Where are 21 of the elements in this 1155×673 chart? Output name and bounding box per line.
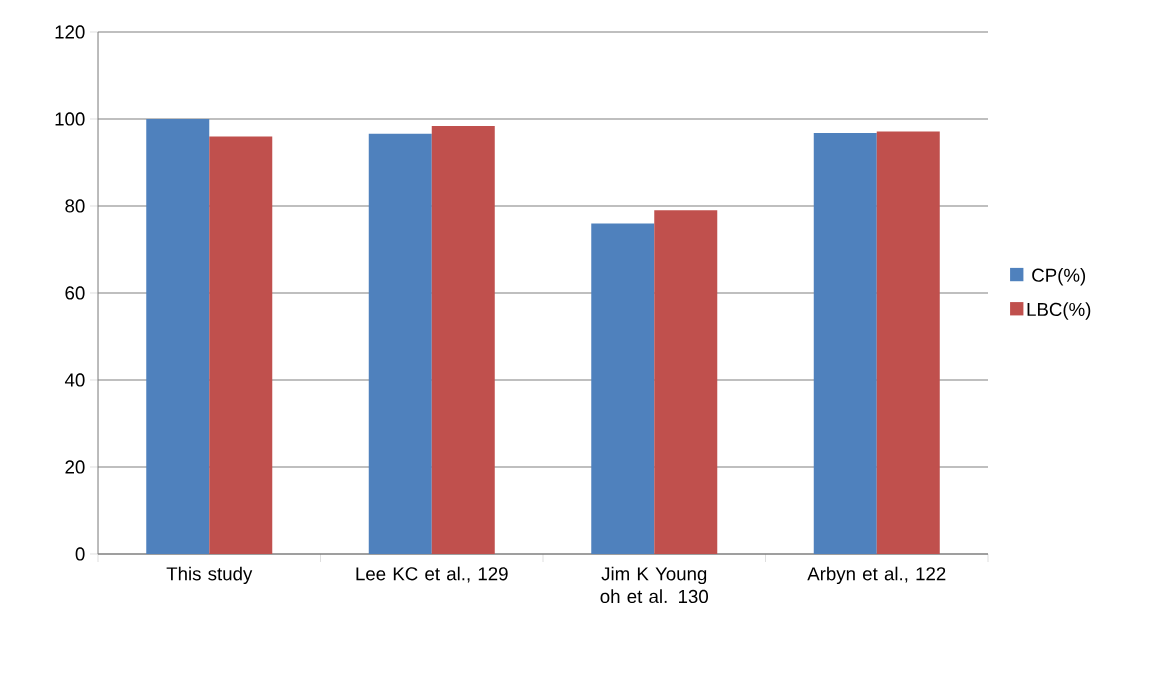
legend-label: CP(%) <box>1032 268 1086 286</box>
x-tick-label: Lee KC et al., 129 <box>356 566 508 583</box>
x-tick-label: Jim K Young oh et al. 130 <box>600 566 708 604</box>
bar <box>431 125 495 554</box>
bar <box>654 210 718 554</box>
legend-label: LBC(%) <box>1027 302 1091 320</box>
bar <box>876 131 940 554</box>
bar <box>209 136 273 554</box>
y-tick-label: 80 <box>65 199 85 213</box>
bar <box>591 223 655 554</box>
bar <box>813 132 877 554</box>
bar <box>146 118 210 554</box>
y-tick-label: 0 <box>75 547 85 561</box>
y-tick-label: 20 <box>65 460 85 474</box>
x-tick-label: This study <box>166 566 253 585</box>
y-tick-label: 40 <box>64 373 85 387</box>
y-tick-label: 120 <box>55 25 85 39</box>
y-tick-label: 60 <box>65 286 85 300</box>
x-tick-label: Arbyn et al., 122 <box>807 566 946 585</box>
y-tick-label: 100 <box>55 112 85 126</box>
bar <box>368 133 432 554</box>
